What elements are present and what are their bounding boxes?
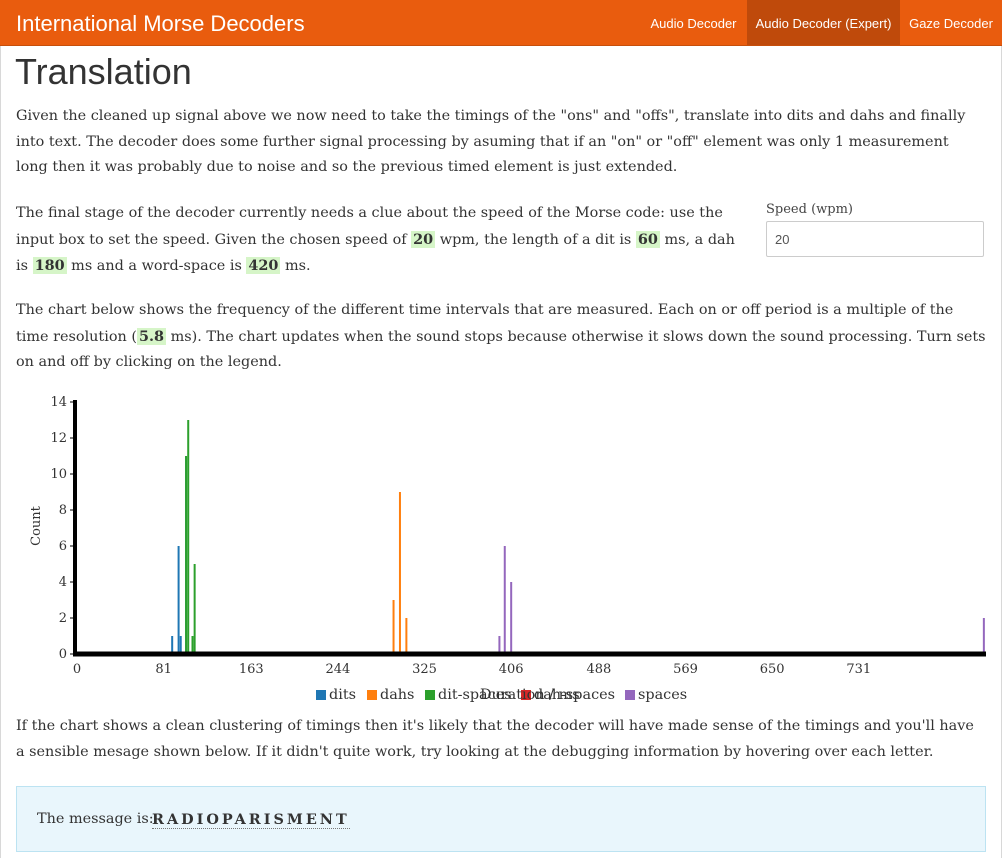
bar-dits: [171, 636, 174, 654]
legend-swatch-dits: [316, 690, 326, 700]
bar-dits: [177, 546, 180, 654]
legend-item-dit-spaces[interactable]: dit-spaces: [425, 684, 512, 706]
chart-bars: [171, 420, 985, 654]
legend-item-dits[interactable]: dits: [316, 684, 356, 706]
decoded-message[interactable]: RADIOPARISMENT: [152, 811, 350, 829]
x-axis-label: Duration / ms: [480, 687, 580, 703]
speed-label: Speed (wpm): [766, 202, 853, 217]
resolution-value: 5.8: [136, 327, 166, 345]
y-tick-label: 4: [59, 575, 67, 590]
chart-legend: dits dahs dit-spaces dah-spaces spaces D…: [0, 684, 1002, 706]
chart-description-paragraph: The chart below shows the frequency of t…: [16, 298, 986, 376]
word-space-value: 420: [246, 257, 281, 275]
bar-dits: [179, 636, 182, 654]
legend-swatch-spaces: [625, 690, 635, 700]
y-tick-label: 10: [50, 467, 67, 482]
speed-text-4: ms and a word-space is: [66, 258, 247, 275]
y-axis-ticks: 0 2 4 6 8 10 12 14: [50, 395, 75, 662]
speed-paragraph: The final stage of the decoder currently…: [16, 201, 744, 280]
nav-audio-decoder-expert[interactable]: Audio Decoder (Expert): [747, 0, 900, 45]
bar-spaces: [982, 618, 985, 654]
speed-text-1: The final stage of the decoder currently…: [16, 205, 723, 248]
x-tick-label: 488: [586, 662, 611, 677]
x-tick-label: 0: [73, 662, 81, 677]
legend-label-dits: dits: [329, 687, 356, 703]
message-box: The message is: RADIOPARISMENT: [16, 786, 986, 852]
speed-text-2: wpm, the length of a dit is: [435, 231, 636, 248]
y-tick-label: 6: [59, 539, 67, 554]
bar-dahs: [405, 618, 408, 654]
x-tick-label: 81: [155, 662, 172, 677]
y-tick-label: 0: [59, 647, 67, 662]
bar-dit-spaces: [193, 564, 196, 654]
bar-spaces: [510, 582, 513, 654]
x-tick-label: 731: [846, 662, 871, 677]
page-title: Translation: [15, 51, 192, 92]
legend-item-spaces[interactable]: spaces: [625, 684, 687, 706]
bar-dit-spaces: [185, 456, 188, 654]
x-tick-label: 569: [673, 662, 698, 677]
nav-audio-decoder[interactable]: Audio Decoder: [650, 16, 737, 31]
x-tick-label: 406: [499, 662, 524, 677]
message-prefix: The message is:: [37, 811, 154, 827]
y-tick-label: 14: [50, 395, 67, 410]
dit-length-value: 60: [635, 230, 660, 248]
brand-title[interactable]: International Morse Decoders: [16, 11, 305, 36]
x-tick-label: 163: [239, 662, 264, 677]
speed-input[interactable]: [766, 221, 984, 257]
x-tick-label: 244: [326, 662, 351, 677]
y-tick-label: 2: [59, 611, 67, 626]
legend-item-dah-spaces[interactable]: dah-spaces: [521, 684, 615, 706]
legend-item-dahs[interactable]: dahs: [367, 684, 414, 706]
speed-text-3: ms, a dah is: [16, 231, 735, 275]
bar-dahs: [398, 492, 401, 654]
legend-label-dit-spaces: dit-spaces: [438, 687, 512, 703]
bar-dit-spaces: [191, 636, 194, 654]
bar-spaces: [498, 636, 501, 654]
bar-spaces: [503, 546, 506, 654]
navbar: International Morse Decoders Audio Decod…: [0, 0, 1002, 46]
x-axis-ticks: 0 81 163 244 325 406 488 569 650 731: [73, 662, 871, 677]
intro-paragraph: Given the cleaned up signal above we now…: [16, 108, 966, 176]
x-tick-label: 325: [412, 662, 437, 677]
speed-text-5: ms.: [280, 258, 311, 275]
legend-label-dah-spaces: dah-spaces: [534, 687, 616, 703]
y-tick-label: 12: [50, 431, 67, 446]
legend-swatch-dah-spaces: [521, 690, 531, 700]
dah-length-value: 180: [32, 257, 67, 275]
y-tick-label: 8: [59, 503, 67, 518]
legend-label-spaces: spaces: [638, 687, 688, 703]
legend-swatch-dit-spaces: [425, 690, 435, 700]
legend-label-dahs: dahs: [380, 687, 415, 703]
y-axis-label: Count: [29, 505, 44, 546]
legend-swatch-dahs: [367, 690, 377, 700]
wpm-value: 20: [411, 230, 436, 248]
result-paragraph: If the chart shows a clean clustering of…: [16, 718, 974, 760]
x-tick-label: 650: [760, 662, 785, 677]
chart-text-1: The chart below shows the frequency of t…: [16, 302, 954, 345]
bar-dit-spaces: [187, 420, 190, 654]
chart-text-2: ms). The chart updates when the sound st…: [16, 328, 986, 371]
bar-dahs: [392, 600, 395, 654]
nav-gaze-decoder[interactable]: Gaze Decoder: [909, 16, 993, 31]
